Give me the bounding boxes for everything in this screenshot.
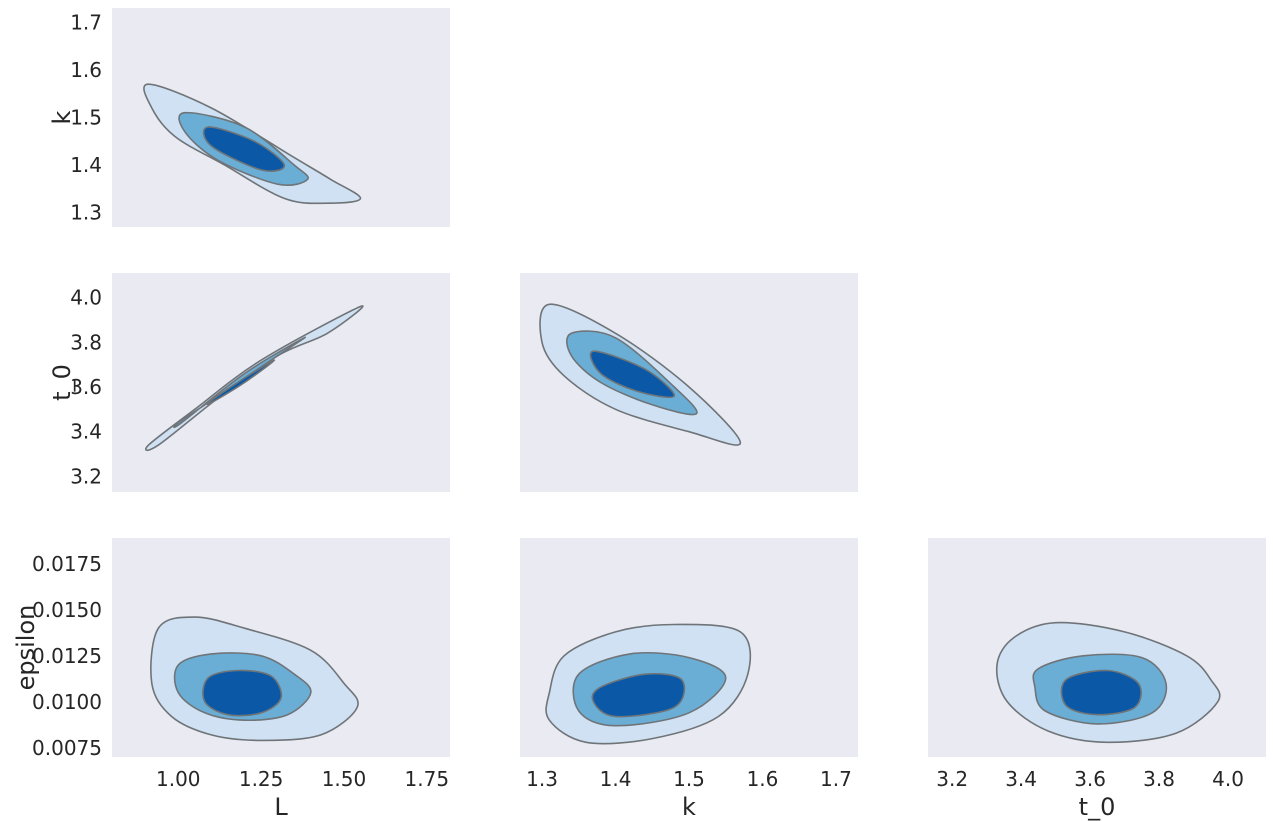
contour-inner <box>1060 669 1142 716</box>
x-tick-label: 3.8 <box>1143 767 1175 791</box>
x-axis-label: L <box>274 793 288 821</box>
x-tick-label: 4.0 <box>1212 767 1244 791</box>
x-axis-label: k <box>682 793 696 821</box>
contour-inner <box>591 672 686 718</box>
y-tick-label: 1.3 <box>70 201 102 225</box>
y-tick-label: 4.0 <box>70 286 102 310</box>
y-tick-label: 0.0150 <box>32 598 102 622</box>
x-tick-label: 3.2 <box>936 767 968 791</box>
x-tick-label: 1.3 <box>526 767 558 791</box>
contour-mid <box>173 336 307 429</box>
x-tick-label: 1.5 <box>673 767 705 791</box>
y-tick-label: 1.7 <box>70 10 102 34</box>
contour-inner <box>589 350 676 399</box>
panel-epsilon-vs-t_0 <box>928 538 1266 757</box>
contour-inner <box>202 669 283 717</box>
y-tick-label: 0.0125 <box>32 644 102 668</box>
x-tick-label: 1.00 <box>156 767 201 791</box>
y-tick-label: 0.0075 <box>32 736 102 760</box>
panel-t_0-vs-k <box>520 273 858 492</box>
y-tick-label: 3.8 <box>70 330 102 354</box>
panel-epsilon-vs-k <box>520 538 858 757</box>
contour-inner <box>206 359 276 406</box>
contour-inner <box>202 126 286 172</box>
x-tick-label: 1.25 <box>239 767 284 791</box>
x-tick-label: 1.50 <box>322 767 367 791</box>
y-tick-label: 0.0175 <box>32 552 102 576</box>
x-tick-label: 3.4 <box>1005 767 1037 791</box>
y-tick-label: 3.4 <box>70 420 102 444</box>
x-tick-label: 3.6 <box>1074 767 1106 791</box>
y-axis-label: t_0 <box>48 364 76 401</box>
contour-outer <box>145 305 364 452</box>
panel-background <box>112 273 450 492</box>
y-axis-label: k <box>48 110 76 124</box>
y-axis-label: epsilon <box>12 605 40 691</box>
y-tick-label: 1.4 <box>70 153 102 177</box>
y-tick-label: 0.0100 <box>32 690 102 714</box>
x-tick-label: 1.6 <box>747 767 779 791</box>
y-tick-label: 3.2 <box>70 464 102 488</box>
panel-k-vs-L <box>112 8 450 227</box>
y-tick-label: 1.6 <box>70 58 102 82</box>
y-tick-label: 1.5 <box>70 106 102 130</box>
panel-t_0-vs-L <box>112 273 450 492</box>
x-axis-label: t_0 <box>1079 793 1116 821</box>
x-tick-label: 1.75 <box>405 767 450 791</box>
panel-epsilon-vs-L <box>112 538 450 757</box>
x-tick-label: 1.4 <box>600 767 632 791</box>
x-tick-label: 1.7 <box>820 767 852 791</box>
y-tick-label: 3.6 <box>70 375 102 399</box>
